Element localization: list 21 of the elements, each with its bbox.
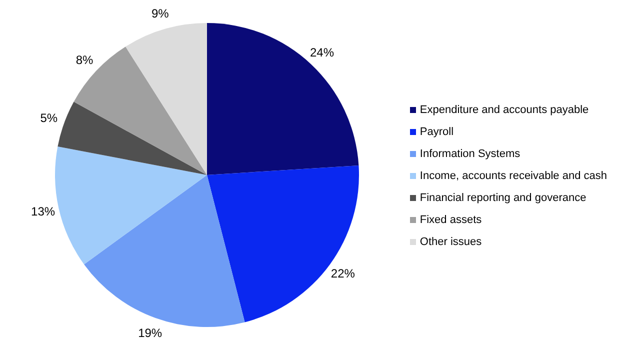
legend-label: Other issues: [420, 236, 482, 248]
data-label: 22%: [330, 266, 356, 281]
legend-label: Information Systems: [420, 148, 520, 160]
legend-label: Financial reporting and goverance: [420, 192, 586, 204]
pie-slice: [207, 165, 359, 322]
data-label: 8%: [76, 52, 94, 67]
data-label: 5%: [40, 111, 58, 126]
data-label: 13%: [31, 204, 56, 219]
pie-slice: [207, 23, 359, 175]
pie-slice: [58, 102, 207, 175]
legend-label: Fixed assets: [420, 214, 482, 226]
pie-slice: [55, 146, 207, 264]
data-label: 19%: [138, 326, 162, 340]
pie-slice: [84, 175, 245, 327]
legend-label: Expenditure and accounts payable: [420, 104, 589, 116]
legend-label: Income, accounts receivable and cash: [420, 170, 607, 182]
pie-slice: [74, 46, 207, 175]
legend-label: Payroll: [420, 126, 454, 138]
data-label: 9%: [151, 6, 170, 21]
pie-slice: [126, 23, 207, 175]
data-label: 24%: [310, 46, 334, 60]
